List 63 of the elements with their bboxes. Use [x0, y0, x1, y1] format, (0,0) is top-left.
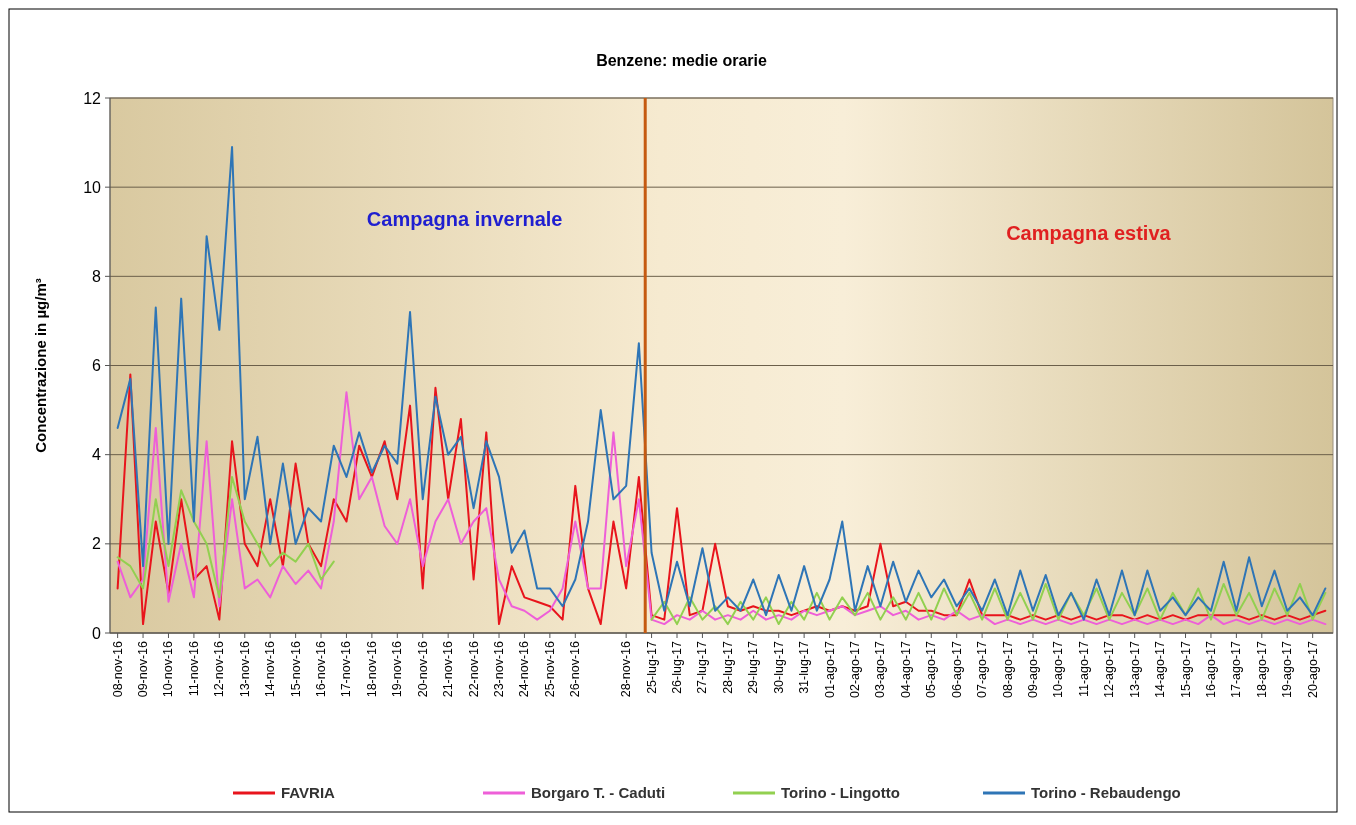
x-tick-label: 12-nov-16	[212, 640, 227, 698]
x-tick-label: 14-nov-16	[263, 640, 278, 698]
x-tick-label: 23-nov-16	[492, 640, 507, 698]
chart-title: Benzene: medie orarie	[596, 52, 767, 69]
x-tick-label: 02-ago-17	[847, 640, 862, 698]
x-tick-label: 26-lug-17	[670, 640, 684, 694]
x-tick-label: 17-ago-17	[1229, 640, 1244, 698]
x-tick-label: 12-ago-17	[1102, 640, 1117, 698]
y-axis-title: Concentrazione in µg/m³	[32, 278, 49, 453]
x-tick-label: 27-lug-17	[695, 640, 710, 694]
x-tick-label: 26-nov-16	[568, 640, 583, 698]
x-tick-label: 10-nov-16	[161, 640, 176, 698]
x-tick-label: 13-ago-17	[1127, 640, 1142, 698]
legend-label: Torino - Rebaudengo	[1031, 784, 1181, 802]
x-tick-label: 31-lug-17	[797, 640, 812, 694]
legend-label: Borgaro T. - Caduti	[531, 784, 666, 802]
y-tick-label: 10	[83, 178, 102, 196]
x-tick-label: 09-nov-16	[136, 640, 151, 698]
y-tick-label: 6	[92, 357, 102, 375]
y-tick-label: 8	[92, 267, 102, 285]
x-tick-label: 20-nov-16	[415, 640, 430, 698]
x-tick-label: 19-nov-16	[390, 640, 405, 698]
x-tick-label: 06-ago-17	[949, 640, 964, 698]
x-tick-label: 24-nov-16	[517, 640, 532, 698]
x-tick-label: 20-ago-17	[1305, 640, 1320, 698]
y-tick-label: 2	[92, 535, 102, 553]
y-tick-label: 12	[83, 89, 102, 107]
x-tick-label: 22-nov-16	[466, 640, 481, 698]
y-tick-label: 0	[92, 624, 102, 642]
x-tick-label: 16-nov-16	[314, 640, 329, 698]
legend-label: FAVRIA	[281, 784, 336, 802]
x-tick-label: 10-ago-17	[1051, 640, 1066, 698]
x-tick-label: 14-ago-17	[1153, 640, 1168, 698]
legend-label: Torino - Lingotto	[781, 784, 900, 802]
x-tick-label: 07-ago-17	[975, 640, 990, 698]
x-tick-label: 18-nov-16	[364, 640, 379, 698]
x-tick-label: 08-nov-16	[110, 640, 125, 698]
x-tick-label: 18-ago-17	[1254, 640, 1269, 698]
line-series	[116, 146, 1327, 621]
x-tick-label: 17-nov-16	[339, 640, 354, 698]
x-tick-label: 15-ago-17	[1178, 640, 1193, 698]
x-tick-label: 08-ago-17	[1000, 640, 1015, 698]
annotation: Campagna invernale	[366, 208, 563, 231]
x-tick-label: 05-ago-17	[924, 640, 939, 698]
x-tick-label: 11-ago-17	[1076, 640, 1091, 698]
x-tick-label: 11-nov-16	[186, 640, 201, 697]
x-tick-label: 09-ago-17	[1025, 640, 1040, 698]
x-tick-label: 29-lug-17	[746, 640, 761, 694]
x-tick-label: 03-ago-17	[873, 640, 888, 698]
x-tick-label: 04-ago-17	[898, 640, 913, 698]
x-tick-label: 21-nov-16	[441, 640, 456, 698]
x-tick-label: 28-nov-16	[619, 640, 634, 698]
x-tick-label: 01-ago-17	[822, 640, 837, 698]
x-tick-label: 13-nov-16	[237, 640, 252, 698]
annotation: Campagna estiva	[1006, 221, 1172, 244]
y-tick-label: 4	[92, 446, 102, 464]
x-tick-label: 19-ago-17	[1280, 640, 1295, 698]
x-tick-label: 25-lug-17	[644, 640, 659, 694]
x-tick-label: 30-lug-17	[771, 640, 786, 694]
x-tick-label: 25-nov-16	[542, 640, 557, 698]
x-tick-label: 16-ago-17	[1203, 640, 1218, 698]
x-tick-label: 15-nov-16	[288, 640, 303, 698]
x-tick-label: 28-lug-17	[720, 640, 735, 694]
